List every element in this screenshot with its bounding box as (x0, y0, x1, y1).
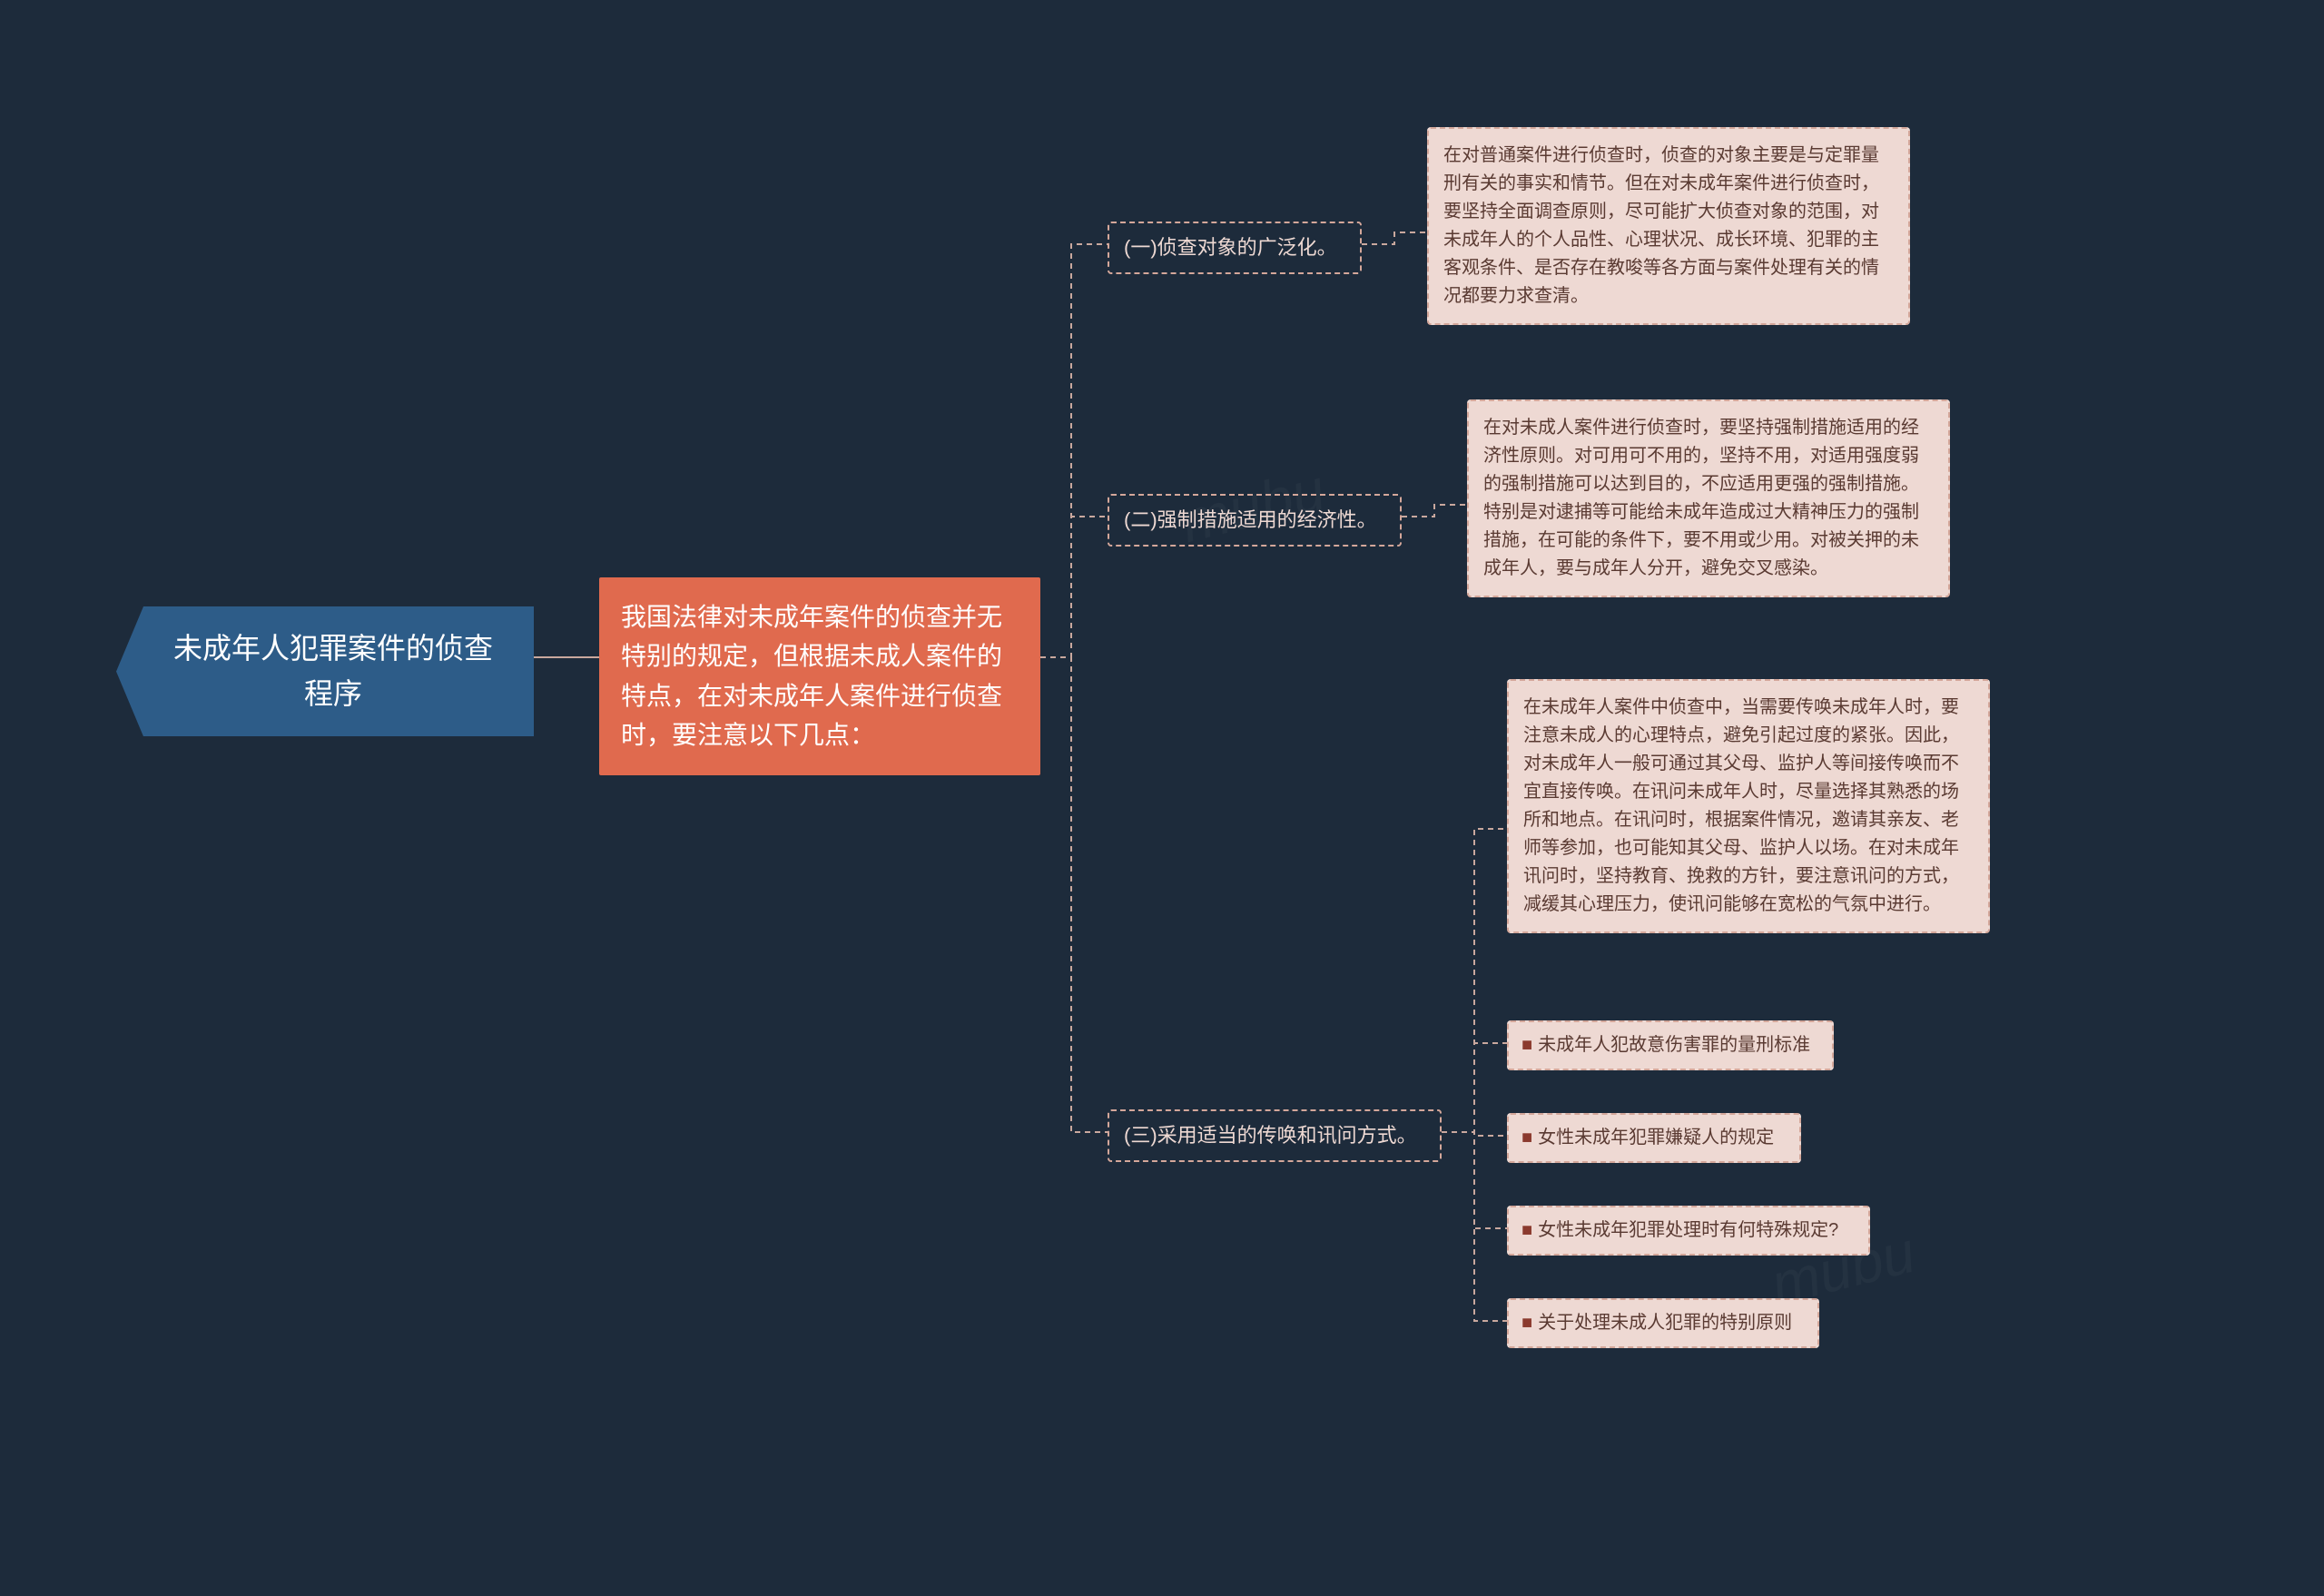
bullet-icon: ■ (1521, 1313, 1532, 1333)
connector (1442, 1043, 1507, 1132)
leaf-node-2[interactable]: 在未成年人案件中侦查中，当需要传唤未成年人时，要注意未成人的心理特点，避免引起过… (1507, 679, 1990, 933)
leaf-label: 女性未成年犯罪处理时有何特殊规定? (1538, 1220, 1838, 1240)
level2-node-a[interactable]: (一)侦查对象的广泛化。 (1108, 222, 1362, 274)
leaf-node-6[interactable]: ■ 关于处理未成人犯罪的特别原则 (1507, 1298, 1819, 1348)
bullet-icon: ■ (1521, 1128, 1532, 1148)
bullet-icon: ■ (1521, 1035, 1532, 1055)
root-node[interactable]: 未成年人犯罪案件的侦查程序 (116, 606, 534, 736)
leaf-node-4[interactable]: ■ 女性未成年犯罪嫌疑人的规定 (1507, 1113, 1801, 1163)
connector (1442, 1132, 1507, 1321)
leaf-node-0[interactable]: 在对普通案件进行侦查时，侦查的对象主要是与定罪量刑有关的事实和情节。但在对未成年… (1427, 127, 1910, 325)
leaf-label: 未成年人犯故意伤害罪的量刑标准 (1538, 1035, 1810, 1055)
connector (1442, 1132, 1507, 1228)
connector (1040, 657, 1108, 1132)
connector (1442, 829, 1507, 1132)
leaf-node-1[interactable]: 在对未成人案件进行侦查时，要坚持强制措施适用的经济性原则。对可用可不用的，坚持不… (1467, 399, 1950, 597)
connector (1402, 505, 1467, 517)
bullet-icon: ■ (1521, 1220, 1532, 1240)
level2-node-c[interactable]: (三)采用适当的传唤和讯问方式。 (1108, 1109, 1442, 1162)
connector (1040, 244, 1108, 657)
leaf-label: 女性未成年犯罪嫌疑人的规定 (1538, 1128, 1774, 1148)
connector (1362, 232, 1427, 244)
leaf-node-3[interactable]: ■ 未成年人犯故意伤害罪的量刑标准 (1507, 1020, 1834, 1070)
connector (1442, 1132, 1507, 1136)
connector (1040, 517, 1108, 657)
level1-node[interactable]: 我国法律对未成年案件的侦查并无特别的规定，但根据未成人案件的特点，在对未成年人案… (599, 577, 1040, 775)
level2-node-b[interactable]: (二)强制措施适用的经济性。 (1108, 494, 1402, 547)
leaf-node-5[interactable]: ■ 女性未成年犯罪处理时有何特殊规定? (1507, 1206, 1870, 1256)
leaf-label: 关于处理未成人犯罪的特别原则 (1538, 1313, 1792, 1333)
